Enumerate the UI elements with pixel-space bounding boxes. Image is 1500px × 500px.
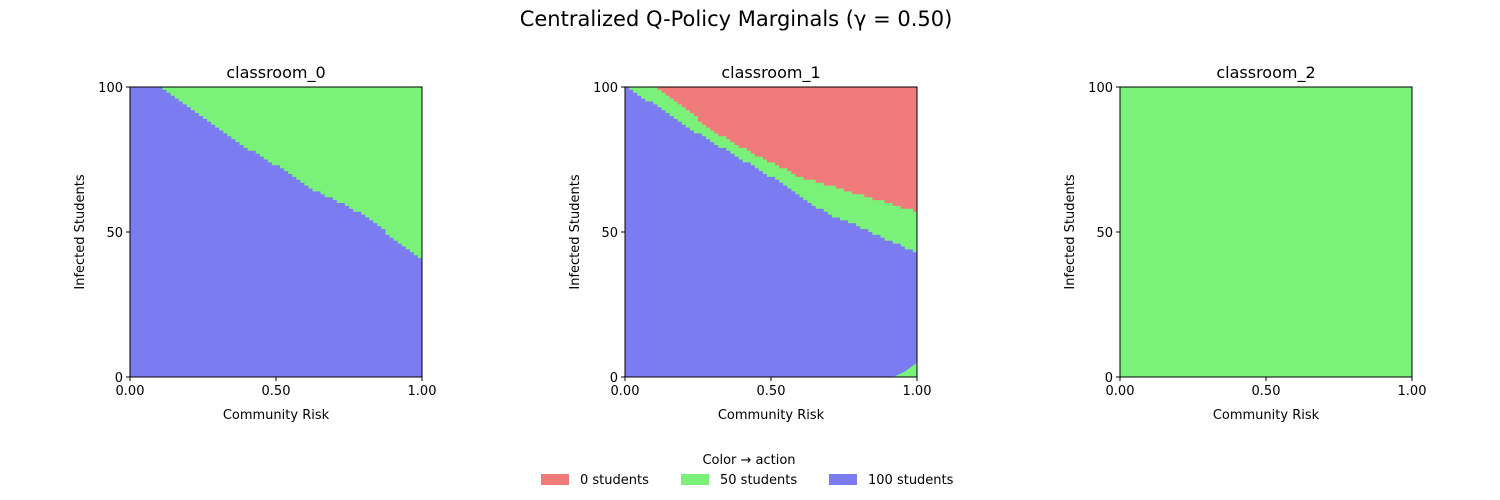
region-50-students [1120,87,1412,377]
x-tick-label: 0.50 [1252,384,1281,399]
x-tick-label: 0.50 [262,384,291,399]
x-tick-label: 0.00 [611,384,640,399]
x-tick-label: 0.00 [1106,384,1135,399]
legend: Color → action 0 students 50 students 100 … [541,453,954,488]
legend-swatch [681,474,709,485]
legend-item: 0 students [541,473,649,488]
panel-title: classroom_2 [1216,63,1315,83]
x-tick-label: 0.00 [116,384,145,399]
x-axis-label: Community Risk [718,408,825,423]
panel-classroom_1: 0.00 0.50 1.00 0 50 100 classroom_1 Community R… [568,63,931,423]
legend-label: 50 students [720,473,797,488]
x-tick-label: 0.50 [757,384,786,399]
y-axis-label: Infected Students [73,174,88,289]
y-tick-label: 50 [106,226,123,241]
y-axis-label: Infected Students [1063,174,1078,289]
x-tick-label: 1.00 [903,384,932,399]
region-50-students [130,87,422,259]
y-tick-label: 0 [610,371,618,386]
legend-item: 50 students [681,473,797,488]
legend-title: Color → action [702,453,795,468]
y-tick-label: 100 [1088,81,1113,96]
panel-classroom_0: 0.00 0.50 1.00 0 50 100 classroom_0 Community R… [73,63,436,423]
region-50-students-corner [893,362,917,377]
y-tick-label: 50 [1096,226,1113,241]
panel-title: classroom_0 [226,63,325,83]
y-axis-label: Infected Students [568,174,583,289]
y-tick-label: 50 [601,226,618,241]
y-tick-label: 0 [1105,371,1113,386]
legend-swatch [829,474,857,485]
x-tick-label: 1.00 [408,384,437,399]
y-tick-label: 100 [98,81,123,96]
legend-item: 100 students [829,473,954,488]
panel-classroom_2: 0.00 0.50 1.00 0 50 100 classroom_2 Community R… [1063,63,1426,423]
legend-label: 0 students [580,473,649,488]
x-tick-label: 1.00 [1398,384,1427,399]
y-tick-label: 0 [115,371,123,386]
region-0-students [625,87,917,212]
y-tick-label: 100 [593,81,618,96]
x-axis-label: Community Risk [223,408,330,423]
panel-title: classroom_1 [721,63,820,83]
x-axis-label: Community Risk [1213,408,1320,423]
panels: 0.00 0.50 1.00 0 50 100 classroom_0 Community R… [73,63,1426,423]
figure-title: Centralized Q-Policy Marginals (γ = 0.50… [520,7,953,31]
legend-label: 100 students [868,473,954,488]
legend-swatch [541,474,569,485]
